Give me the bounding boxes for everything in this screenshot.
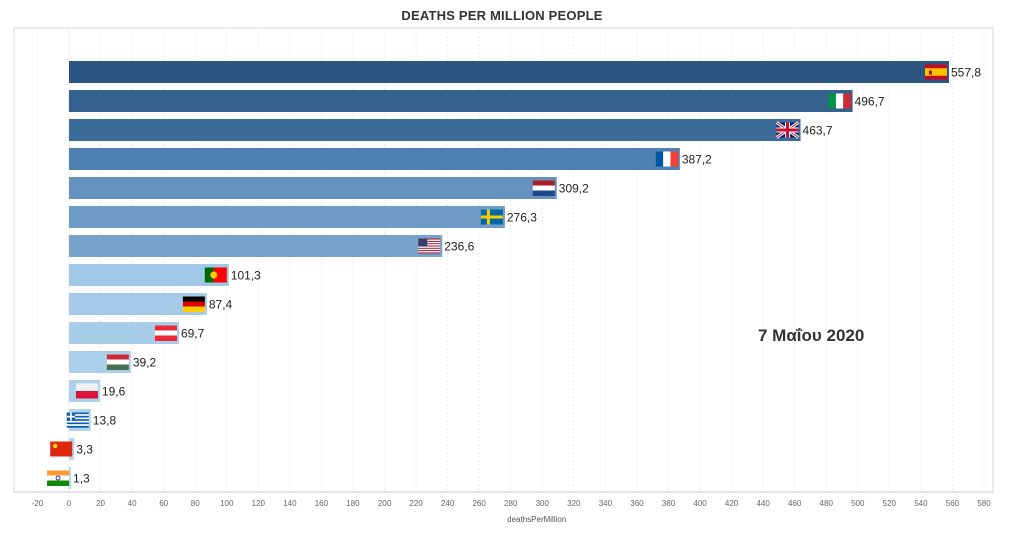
bar xyxy=(69,90,853,112)
x-tick-label: 60 xyxy=(159,499,168,508)
bar-group: 87,4 xyxy=(69,293,233,315)
bar xyxy=(69,293,207,315)
bar-group: 309,2 xyxy=(69,177,589,199)
bar-group: 557,8 xyxy=(69,61,981,83)
x-tick-label: 40 xyxy=(128,499,137,508)
data-label: 236,6 xyxy=(444,240,474,254)
bar xyxy=(69,148,680,170)
bar-group: 276,3 xyxy=(69,206,537,228)
france-flag-icon xyxy=(655,151,679,167)
bar xyxy=(69,235,443,257)
india-flag-icon xyxy=(47,470,70,486)
x-tick-label: 580 xyxy=(977,499,991,508)
bar xyxy=(69,61,949,83)
x-tick-label: 80 xyxy=(191,499,200,508)
x-tick-label: 460 xyxy=(788,499,802,508)
data-label: 3,3 xyxy=(76,443,93,457)
bar-group: 69,7 xyxy=(69,322,205,344)
austria-flag-icon xyxy=(154,325,177,341)
italy-flag-icon xyxy=(828,93,852,109)
bar xyxy=(69,467,72,489)
data-label: 101,3 xyxy=(231,269,261,283)
uk-flag-icon xyxy=(775,121,800,139)
bar xyxy=(69,119,801,141)
x-tick-label: 20 xyxy=(96,499,105,508)
data-label: 19,6 xyxy=(102,385,126,399)
x-tick-label: 260 xyxy=(472,499,486,508)
data-label: 276,3 xyxy=(507,211,537,225)
x-tick-label: 380 xyxy=(662,499,676,508)
x-tick-label: 520 xyxy=(883,499,897,508)
bar-group: 3,3 xyxy=(50,438,93,460)
x-tick-label: 540 xyxy=(914,499,928,508)
bar-group: 387,2 xyxy=(69,148,712,170)
data-label: 1,3 xyxy=(73,472,90,486)
x-tick-label: 120 xyxy=(252,499,266,508)
bar-group: 463,7 xyxy=(69,119,833,141)
data-label: 309,2 xyxy=(559,182,589,196)
bar-group: 13,8 xyxy=(66,409,117,431)
x-tick-label: 420 xyxy=(725,499,739,508)
x-tick-label: 220 xyxy=(409,499,423,508)
bar-group: 1,3 xyxy=(47,467,90,489)
data-label: 39,2 xyxy=(133,356,157,370)
greece-flag-icon xyxy=(66,412,89,428)
x-tick-label: 480 xyxy=(820,499,834,508)
bar xyxy=(69,322,179,344)
x-axis-title: deathsPerMillion xyxy=(507,515,566,524)
x-tick-label: 440 xyxy=(756,499,770,508)
x-tick-label: 360 xyxy=(630,499,644,508)
x-tick-label: 320 xyxy=(567,499,581,508)
chart-title: DEATHS PER MILLION PEOPLE xyxy=(401,8,603,23)
data-label: 69,7 xyxy=(181,327,205,341)
germany-flag-icon xyxy=(182,296,205,312)
bar-group: 101,3 xyxy=(69,264,261,286)
date-annotation: 7 Μαΐου 2020 xyxy=(758,326,864,345)
sweden-flag-icon xyxy=(480,209,503,225)
x-tick-label: 280 xyxy=(504,499,518,508)
usa-flag-icon xyxy=(418,238,441,254)
data-label: 387,2 xyxy=(682,153,712,167)
x-tick-label: 400 xyxy=(693,499,707,508)
data-label: 496,7 xyxy=(855,95,885,109)
data-label: 13,8 xyxy=(93,414,117,428)
x-tick-label: 500 xyxy=(851,499,865,508)
bar xyxy=(69,177,557,199)
hungary-flag-icon xyxy=(106,354,129,370)
x-tick-label: 100 xyxy=(220,499,234,508)
x-tick-label: 340 xyxy=(599,499,613,508)
spain-flag-icon xyxy=(924,64,947,80)
bar-group: 236,6 xyxy=(69,235,475,257)
x-tick-label: -20 xyxy=(32,499,44,508)
x-tick-label: 160 xyxy=(315,499,329,508)
x-tick-label: 140 xyxy=(283,499,297,508)
bar xyxy=(69,206,505,228)
bar-group: 39,2 xyxy=(69,351,157,373)
data-label: 463,7 xyxy=(803,124,833,138)
data-label: 87,4 xyxy=(209,298,233,312)
bar-group: 496,7 xyxy=(69,90,885,112)
bar-group: 19,6 xyxy=(69,380,126,402)
data-label: 557,8 xyxy=(951,66,981,80)
x-tick-label: 0 xyxy=(67,499,72,508)
bar xyxy=(69,264,229,286)
x-tick-label: 240 xyxy=(441,499,455,508)
portugal-flag-icon xyxy=(204,267,227,283)
china-flag-icon xyxy=(50,441,73,457)
poland-flag-icon xyxy=(75,383,98,399)
netherlands-flag-icon xyxy=(532,180,555,196)
x-tick-label: 180 xyxy=(346,499,360,508)
x-tick-label: 200 xyxy=(378,499,392,508)
x-tick-label: 560 xyxy=(946,499,960,508)
x-tick-label: 300 xyxy=(536,499,550,508)
